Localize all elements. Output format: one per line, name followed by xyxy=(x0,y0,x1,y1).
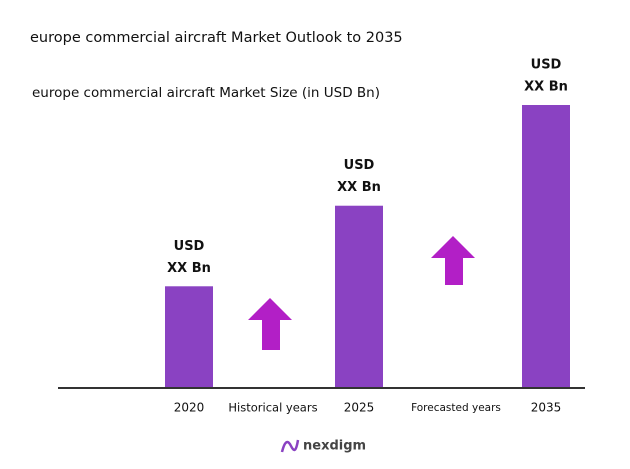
logo-text: nexdigm xyxy=(303,439,366,454)
x-tick-label: 2025 xyxy=(344,401,375,415)
value-label: XX Bn xyxy=(337,180,381,195)
annotation: Historical years xyxy=(228,401,317,415)
chart-subtitle: europe commercial aircraft Market Size (… xyxy=(32,85,380,101)
logo: nexdigm xyxy=(280,439,366,454)
bar xyxy=(165,286,213,387)
value-label: XX Bn xyxy=(524,80,568,95)
arrow xyxy=(431,236,475,285)
arrow xyxy=(248,298,292,350)
chart-title: europe commercial aircraft Market Outloo… xyxy=(30,30,403,46)
value-label: XX Bn xyxy=(167,261,211,276)
value-label: USD xyxy=(344,158,375,173)
value-label: USD xyxy=(531,58,562,73)
bar xyxy=(335,205,383,387)
x-tick-label: 2020 xyxy=(174,401,205,415)
logo-icon xyxy=(280,439,300,453)
annotation: Forecasted years xyxy=(411,402,501,414)
x-tick-label: 2035 xyxy=(531,401,562,415)
bar xyxy=(522,105,570,387)
value-label: USD xyxy=(174,239,205,254)
